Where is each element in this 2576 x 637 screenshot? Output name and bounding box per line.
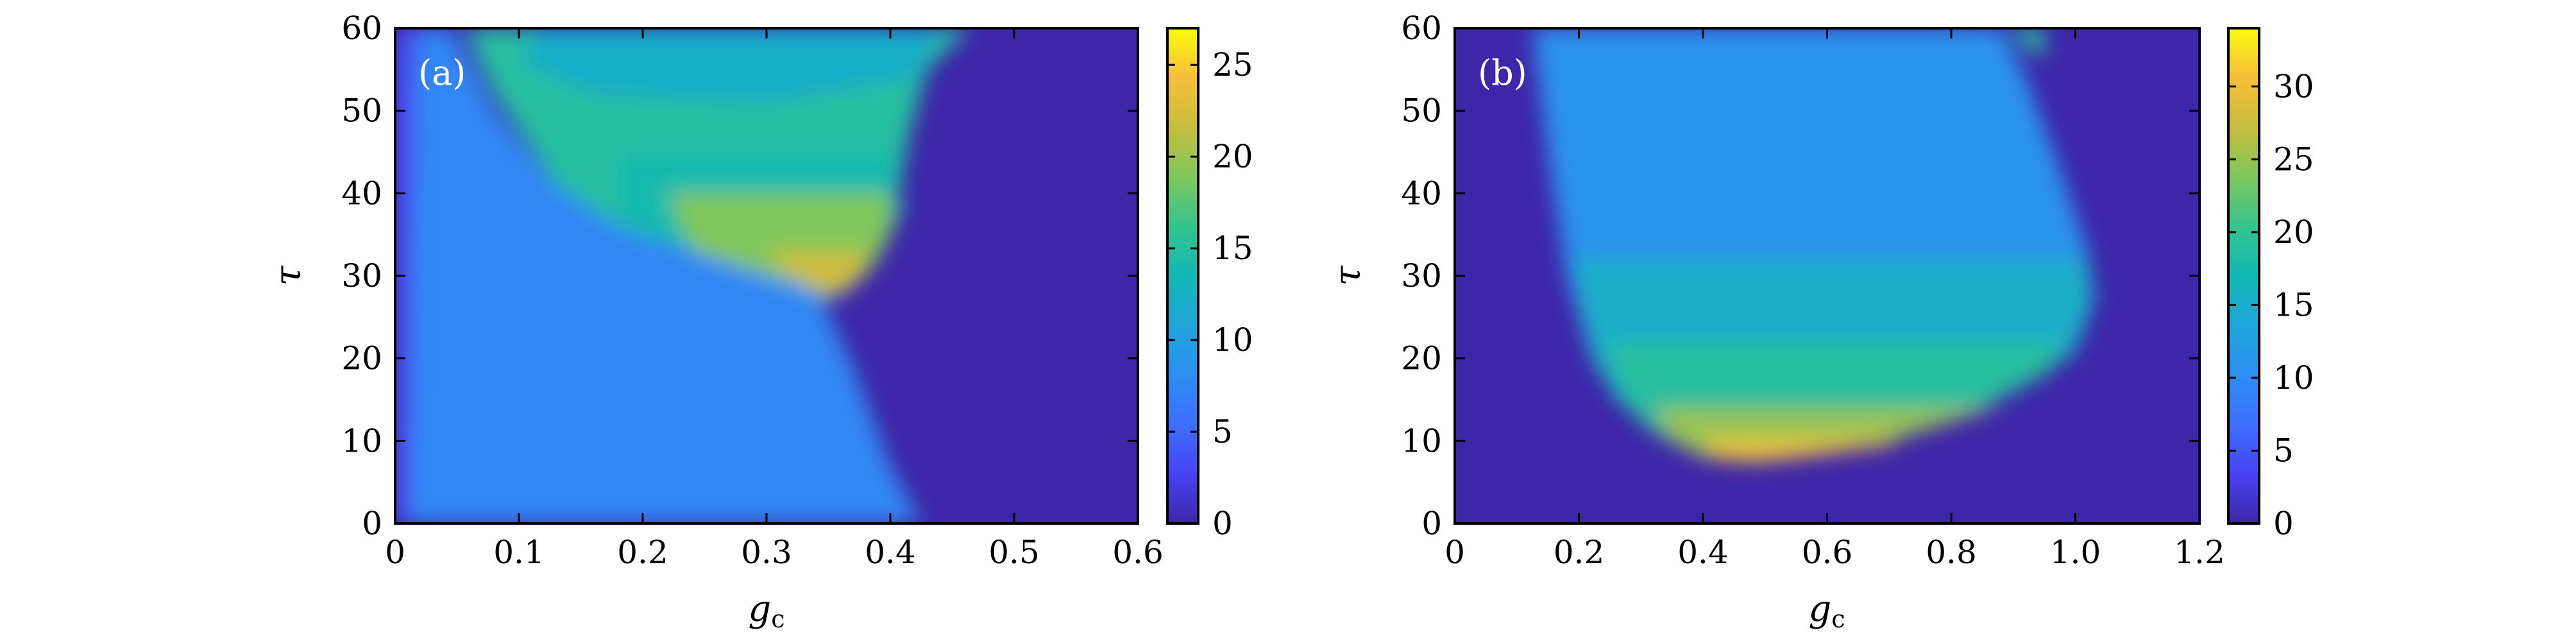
x-ticks-b: 0 0.2 0.4 0.6 0.8 1.0 1.2	[1445, 28, 2225, 571]
x-tick-label-a: 0.2	[617, 534, 668, 571]
y-tick-label-b: 60	[1401, 10, 1442, 47]
colorbar-tick-label-b: 0	[2273, 505, 2294, 542]
y-axis-label-a: τ	[267, 265, 309, 285]
y-tick-label-a: 30	[341, 257, 382, 294]
heatmap-b	[1532, 28, 2094, 462]
x-tick-label-b: 0.6	[1802, 534, 1853, 571]
x-axis-label-sub-a: c	[771, 605, 784, 633]
x-tick-label-b: 0.4	[1677, 534, 1729, 571]
x-tick-label-b: 0.8	[1926, 534, 1977, 571]
colorbar-tick-label-a: 5	[1212, 413, 1233, 450]
heatmap-a-region-4	[767, 251, 872, 297]
panel-label-b: (b)	[1478, 53, 1527, 93]
x-tick-label-b: 0.2	[1554, 534, 1605, 571]
x-tick-label-a: 0.3	[741, 534, 792, 571]
colorbar-tick-label-a: 0	[1212, 505, 1233, 542]
panel-label-a: (a)	[418, 53, 466, 93]
heatmap-b-region-4	[1703, 441, 1902, 462]
colorbar-tick-label-b: 30	[2273, 68, 2314, 105]
colorbar-tick-label-b: 5	[2273, 432, 2294, 469]
y-axis-label-b: τ	[1327, 265, 1369, 285]
colorbar-tick-label-b: 10	[2273, 359, 2314, 396]
heatmap-b-region-5	[2007, 28, 2045, 57]
y-tick-label-a: 60	[341, 10, 382, 47]
x-axis-label-sub-b: c	[1831, 605, 1845, 633]
heatmap-a-region-0	[405, 28, 922, 523]
y-tick-label-a: 0	[362, 505, 382, 542]
colorbar-b	[2227, 27, 2260, 525]
colorbar-tick-label-a: 25	[1212, 46, 1253, 83]
x-tick-label-b: 1.0	[2050, 534, 2101, 571]
x-tick-label-b: 1.2	[2174, 534, 2225, 571]
y-ticks-a: 0 10 20 30 40 50 60	[341, 10, 1138, 542]
colorbar-ticks-a: 0 5 10 15 20 25	[1167, 46, 1253, 542]
x-tick-label-a: 0	[385, 534, 405, 571]
y-tick-label-a: 50	[341, 92, 382, 130]
x-tick-label-a: 0.5	[988, 534, 1040, 571]
colorbar-a	[1166, 27, 1199, 525]
y-ticks-b: 0 10 20 30 40 50 60	[1401, 10, 2199, 542]
colorbar-tick-label-b: 25	[2273, 140, 2314, 178]
heatmap-b-layer	[1532, 28, 2094, 462]
colorbar-tick-label-a: 10	[1212, 321, 1253, 359]
colorbar-tick-label-b: 15	[2273, 286, 2314, 323]
x-tick-label-a: 0.4	[865, 534, 916, 571]
y-tick-label-a: 10	[341, 422, 382, 459]
y-tick-label-b: 40	[1401, 174, 1442, 212]
x-tick-label-a: 0.6	[1112, 534, 1164, 571]
y-tick-label-a: 20	[341, 340, 382, 377]
colorbar-tick-label-a: 15	[1212, 230, 1253, 267]
colorbar-ticks-b: 0 5 10 15 20 25 30	[2228, 68, 2314, 542]
x-axis-label-a: gc	[748, 588, 784, 633]
x-ticks-a: 0 0.1 0.2 0.3 0.4 0.5 0.6	[385, 28, 1164, 571]
y-tick-label-b: 20	[1401, 340, 1442, 377]
y-tick-label-b: 10	[1401, 422, 1442, 459]
heatmap-a-region-5	[519, 28, 940, 103]
x-tick-label-a: 0.1	[493, 534, 545, 571]
colorbar-tick-label-b: 20	[2273, 214, 2314, 251]
y-tick-label-b: 0	[1421, 505, 1442, 542]
x-tick-label-b: 0	[1445, 534, 1465, 571]
y-tick-label-b: 50	[1401, 92, 1442, 130]
colorbar-tick-label-a: 20	[1212, 138, 1253, 175]
y-tick-label-a: 40	[341, 174, 382, 212]
y-tick-label-b: 30	[1401, 257, 1442, 294]
x-axis-label-b: gc	[1808, 588, 1845, 633]
